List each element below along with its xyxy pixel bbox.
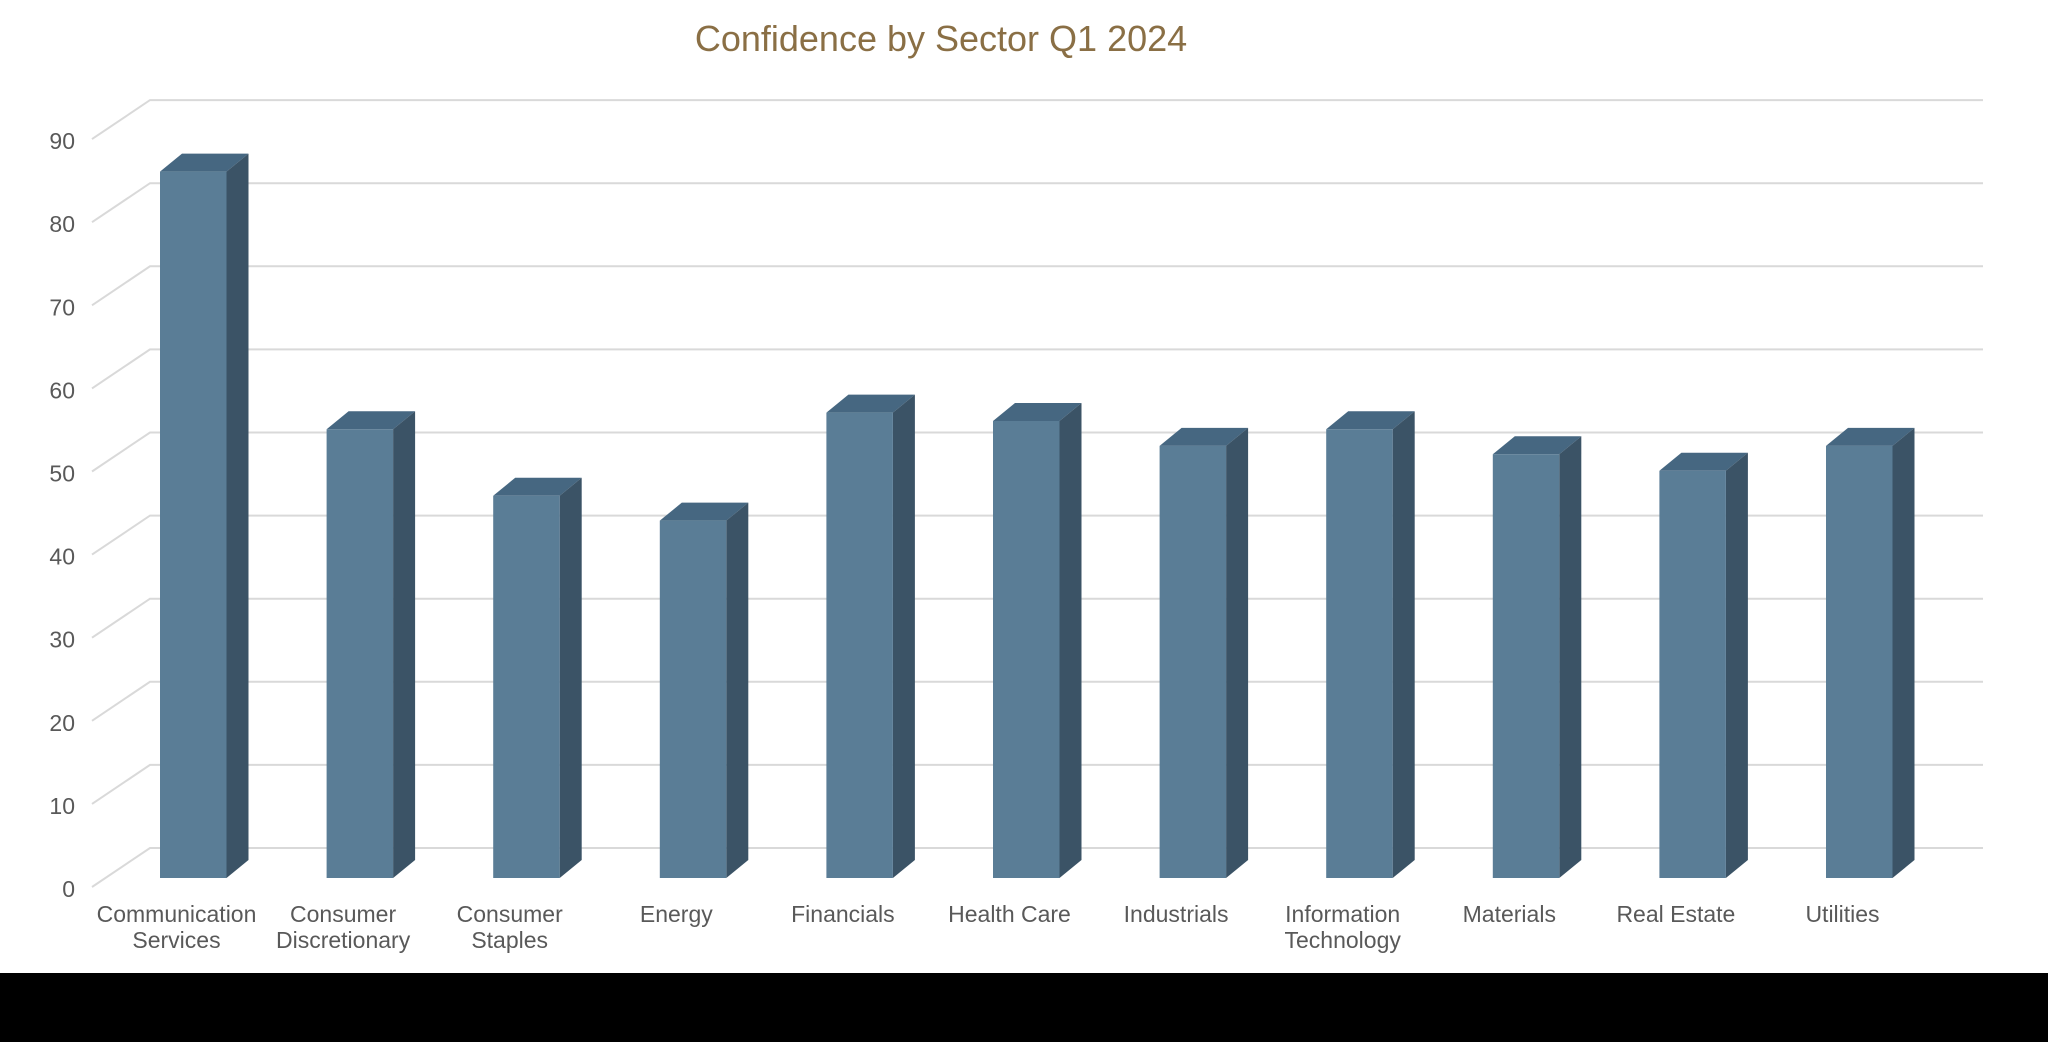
bar-front-face bbox=[326, 429, 394, 878]
bar-side-face bbox=[559, 477, 582, 878]
y-tick-label-20: 20 bbox=[49, 710, 75, 736]
bar-information-technology bbox=[1326, 411, 1415, 878]
category-label-communication-services: Communication Services bbox=[97, 901, 257, 953]
bottom-black-bar bbox=[0, 973, 2048, 1042]
bar-side-face bbox=[1892, 427, 1915, 878]
bar-top-face bbox=[493, 477, 582, 496]
y-tick-label-30: 30 bbox=[49, 627, 75, 653]
category-label-energy: Energy bbox=[640, 901, 713, 927]
bar-front-face bbox=[493, 495, 560, 878]
category-label-health-care: Health Care bbox=[948, 901, 1071, 927]
category-label-financials: Financials bbox=[791, 901, 895, 927]
bar-front-face bbox=[1659, 470, 1726, 878]
bar-side-face bbox=[1226, 427, 1249, 878]
bar-top-face bbox=[993, 402, 1082, 421]
bar-top-face bbox=[659, 502, 749, 521]
y-tick-label-0: 0 bbox=[62, 876, 75, 902]
bar-side-face bbox=[393, 411, 416, 878]
bar-top-face bbox=[160, 153, 249, 172]
y-tick-label-80: 80 bbox=[49, 211, 75, 237]
bar-financials bbox=[826, 394, 915, 878]
bar-top-face bbox=[1659, 452, 1748, 471]
category-label-materials: Materials bbox=[1463, 901, 1556, 927]
bar-top-face bbox=[326, 411, 416, 430]
bar-top-face bbox=[1826, 427, 1915, 446]
category-label-real-estate: Real Estate bbox=[1616, 901, 1735, 927]
y-tick-label-40: 40 bbox=[49, 544, 75, 570]
bar-top-face bbox=[826, 394, 915, 413]
bar-front-face bbox=[993, 420, 1060, 878]
bar-side-face bbox=[1392, 411, 1415, 878]
bar-side-face bbox=[726, 502, 749, 878]
gridline-60 bbox=[91, 348, 1983, 390]
y-axis-tick-labels: 0 10 20 30 40 50 60 70 80 90 bbox=[49, 128, 75, 902]
bar-front-face bbox=[1826, 445, 1893, 878]
bar-real-estate bbox=[1659, 452, 1748, 878]
bar-front-face bbox=[659, 520, 727, 878]
bar-communication-services bbox=[160, 153, 249, 878]
gridline-70 bbox=[91, 265, 1983, 307]
category-label-consumer-discretionary: Consumer Discretionary bbox=[276, 901, 411, 953]
category-label-consumer-staples: Consumer Staples bbox=[457, 901, 563, 953]
bar-utilities bbox=[1826, 427, 1915, 878]
y-tick-label-50: 50 bbox=[49, 461, 75, 487]
bar-energy bbox=[659, 502, 749, 878]
bar-front-face bbox=[1326, 429, 1393, 878]
bar-front-face bbox=[826, 412, 893, 878]
bar-side-face bbox=[226, 153, 249, 878]
gridline-80 bbox=[91, 182, 1983, 224]
bar-front-face bbox=[160, 171, 227, 878]
bar-side-face bbox=[1059, 402, 1082, 878]
bar-side-face bbox=[892, 394, 915, 878]
bar-top-face bbox=[1326, 411, 1415, 430]
gridlines bbox=[91, 99, 1983, 888]
bar-top-face bbox=[1492, 436, 1582, 455]
bar-consumer-discretionary bbox=[326, 411, 416, 878]
y-tick-label-70: 70 bbox=[49, 294, 75, 320]
bar-front-face bbox=[1492, 454, 1560, 878]
bar-materials bbox=[1492, 436, 1582, 878]
bar-consumer-staples bbox=[493, 477, 582, 878]
y-tick-label-90: 90 bbox=[49, 128, 75, 154]
y-tick-label-10: 10 bbox=[49, 793, 75, 819]
x-axis-category-labels: Communication Services Consumer Discretiona… bbox=[97, 901, 1880, 953]
gridline-90 bbox=[91, 99, 1983, 140]
bar-front-face bbox=[1159, 445, 1227, 878]
category-label-information-technology: Information Technology bbox=[1285, 901, 1402, 953]
bar-side-face bbox=[1725, 452, 1748, 878]
y-tick-label-60: 60 bbox=[49, 377, 75, 403]
bar-industrials bbox=[1159, 427, 1249, 878]
bar-top-face bbox=[1159, 427, 1249, 446]
bar-series bbox=[160, 153, 1915, 878]
bar-health-care bbox=[993, 402, 1082, 878]
bar-side-face bbox=[1559, 436, 1582, 878]
category-label-industrials: Industrials bbox=[1124, 901, 1229, 927]
chart-title: Confidence by Sector Q1 2024 bbox=[695, 18, 1187, 59]
category-label-utilities: Utilities bbox=[1805, 901, 1879, 927]
